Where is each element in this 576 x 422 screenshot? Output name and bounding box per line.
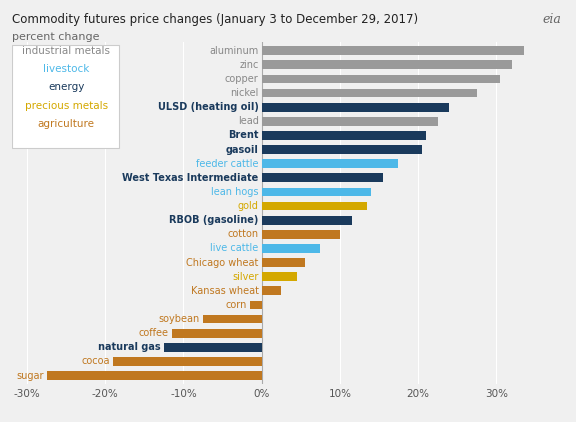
Bar (262, 230, 340, 239)
Text: gasoil: gasoil (226, 145, 259, 154)
Text: lead: lead (238, 116, 259, 126)
Bar (262, 202, 367, 211)
Bar (262, 287, 281, 295)
Text: gold: gold (238, 201, 259, 211)
Text: industrial metals: industrial metals (22, 46, 110, 56)
Bar (262, 258, 305, 267)
Bar (262, 272, 297, 281)
Bar (262, 145, 422, 154)
Text: precious metals: precious metals (25, 101, 108, 111)
Text: Brent: Brent (228, 130, 259, 141)
Text: sugar: sugar (16, 371, 44, 381)
Text: live cattle: live cattle (210, 243, 259, 254)
Bar (262, 159, 399, 168)
Text: copper: copper (225, 74, 259, 84)
Bar (262, 187, 371, 196)
Bar (172, 329, 262, 338)
Bar (164, 343, 262, 352)
Text: eia: eia (543, 13, 562, 26)
Text: cocoa: cocoa (82, 357, 110, 366)
Text: coffee: coffee (139, 328, 169, 338)
Text: aluminum: aluminum (209, 46, 259, 56)
Text: agriculture: agriculture (38, 119, 94, 129)
Bar (262, 216, 351, 225)
Bar (262, 60, 512, 69)
Bar (262, 46, 524, 55)
Bar (262, 103, 449, 111)
Text: percent change: percent change (12, 32, 99, 42)
Text: livestock: livestock (43, 64, 89, 74)
Text: Chicago wheat: Chicago wheat (186, 257, 259, 268)
Bar (262, 117, 438, 126)
Text: nickel: nickel (230, 88, 259, 98)
Text: Commodity futures price changes (January 3 to December 29, 2017): Commodity futures price changes (January… (12, 13, 418, 26)
Bar (47, 371, 262, 380)
Bar (113, 357, 262, 366)
Bar (250, 300, 262, 309)
Text: feeder cattle: feeder cattle (196, 159, 259, 169)
FancyBboxPatch shape (12, 45, 119, 148)
Text: silver: silver (232, 272, 259, 281)
Bar (262, 89, 477, 97)
Bar (262, 75, 500, 83)
Text: zinc: zinc (239, 60, 259, 70)
Text: West Texas Intermediate: West Texas Intermediate (122, 173, 259, 183)
Text: soybean: soybean (158, 314, 200, 324)
Text: Kansas wheat: Kansas wheat (191, 286, 259, 296)
Text: cotton: cotton (228, 229, 259, 239)
Text: ULSD (heating oil): ULSD (heating oil) (158, 102, 259, 112)
Text: natural gas: natural gas (98, 342, 161, 352)
Bar (262, 173, 383, 182)
Text: lean hogs: lean hogs (211, 187, 259, 197)
Text: corn: corn (225, 300, 247, 310)
Bar (262, 244, 320, 253)
Bar (262, 131, 426, 140)
Text: RBOB (gasoline): RBOB (gasoline) (169, 215, 259, 225)
Text: energy: energy (48, 82, 85, 92)
Bar (203, 315, 262, 323)
